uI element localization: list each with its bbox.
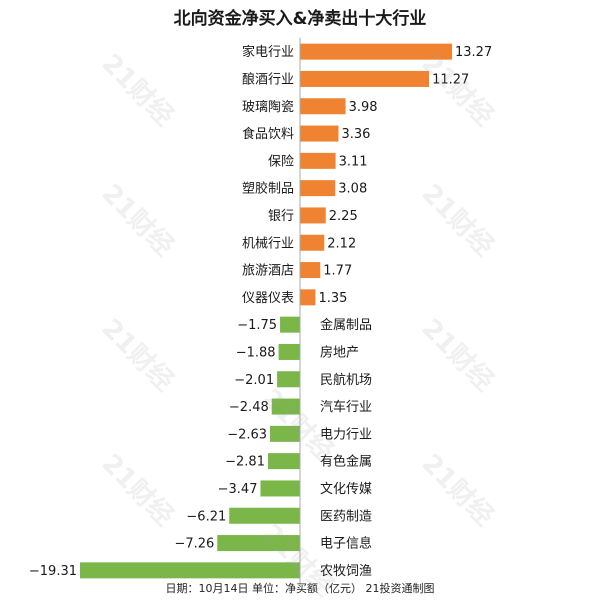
category-label-15: 有色金属 (320, 454, 372, 470)
bar-5 (300, 180, 336, 197)
value-label-16: −3.47 (218, 482, 258, 497)
category-label-2: 玻璃陶瓷 (242, 99, 294, 115)
value-label-10: −1.75 (237, 318, 277, 333)
value-label-0: 13.27 (455, 45, 492, 60)
category-label-11: 房地产 (320, 344, 359, 360)
value-label-14: −2.63 (227, 427, 267, 442)
category-label-9: 仪器仪表 (242, 291, 294, 306)
category-label-18: 电子信息 (320, 536, 372, 552)
value-label-15: −2.81 (225, 455, 265, 470)
value-label-9: 1.35 (318, 291, 347, 306)
bar-6 (300, 207, 326, 224)
bar-7 (300, 234, 325, 251)
bar-12 (277, 371, 300, 388)
bar-0 (300, 43, 452, 60)
bar-8 (300, 262, 321, 279)
bar-18 (217, 535, 300, 552)
category-label-6: 银行 (268, 209, 294, 224)
chart-title: 北向资金净买入&净卖出十大行业 (173, 9, 427, 29)
value-label-18: −7.26 (174, 537, 214, 552)
category-label-3: 食品饮料 (242, 126, 294, 142)
bars-layer (80, 43, 452, 579)
labels-layer: 家电行业 13.27 酿酒行业 11.27 玻璃陶瓷 3.98 食品饮料 3.36 保险 3.11… (29, 44, 492, 579)
value-label-12: −2.01 (234, 373, 274, 388)
bar-4 (300, 152, 336, 169)
bar-15 (267, 453, 300, 470)
category-label-4: 保险 (268, 154, 294, 169)
bar-11 (278, 343, 300, 360)
bar-17 (229, 507, 300, 524)
value-label-5: 3.08 (338, 182, 367, 197)
bar-9 (300, 289, 316, 306)
category-label-17: 医药制造 (320, 509, 372, 524)
value-label-13: −2.48 (229, 400, 269, 415)
category-label-13: 汽车行业 (320, 399, 372, 415)
category-label-0: 家电行业 (242, 44, 294, 60)
value-label-11: −1.88 (236, 345, 276, 360)
value-label-8: 1.77 (323, 264, 352, 279)
category-label-5: 塑胶制品 (242, 181, 294, 197)
value-label-17: −6.21 (186, 509, 226, 524)
category-label-10: 金属制品 (320, 317, 372, 333)
value-label-19: −19.31 (29, 564, 77, 579)
bar-3 (300, 125, 339, 142)
category-label-1: 酿酒行业 (242, 71, 294, 87)
value-label-2: 3.98 (349, 100, 378, 115)
category-label-14: 电力行业 (320, 427, 372, 442)
bar-10 (280, 316, 300, 333)
bar-1 (300, 70, 430, 87)
bar-16 (260, 480, 300, 497)
category-label-12: 民航机场 (320, 372, 372, 388)
value-label-6: 2.25 (329, 209, 358, 224)
category-label-7: 机械行业 (242, 236, 294, 251)
bar-14 (270, 425, 300, 442)
value-label-3: 3.36 (341, 127, 370, 142)
category-label-16: 文化传媒 (320, 482, 372, 497)
bar-2 (300, 98, 346, 115)
chart-footer: 日期：10月14日 单位：净买额（亿元） 21投资通制图 (165, 582, 435, 595)
value-label-4: 3.11 (339, 154, 368, 169)
bar-13 (271, 398, 300, 415)
value-label-7: 2.12 (327, 236, 356, 251)
category-label-8: 旅游酒店 (242, 264, 294, 279)
category-label-19: 农牧饲渔 (320, 564, 372, 579)
value-label-1: 11.27 (432, 72, 469, 87)
bar-19 (80, 562, 300, 579)
